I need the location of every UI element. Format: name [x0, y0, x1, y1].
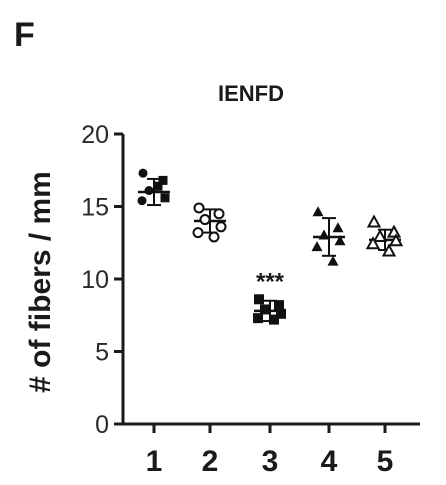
x-tick-label: 4: [321, 445, 338, 478]
data-point: [332, 222, 344, 233]
data-point: [158, 175, 168, 185]
data-point: [192, 227, 204, 239]
significance-annotation: ***: [256, 268, 285, 295]
data-point: [144, 186, 154, 196]
data-point: [208, 231, 220, 243]
x-tick-label: 3: [262, 445, 279, 478]
data-point: [365, 236, 381, 250]
data-point: [327, 255, 339, 266]
data-point: [160, 193, 170, 203]
data-point: [199, 214, 211, 226]
x-tick-label: 5: [377, 445, 394, 478]
x-tick-label: 2: [202, 445, 219, 478]
data-point: [318, 229, 330, 240]
x-tick-label: 1: [146, 445, 163, 478]
data-point: [138, 168, 148, 178]
data-point: [274, 300, 284, 311]
data-point: [276, 308, 286, 319]
y-tick-label: 0: [95, 411, 109, 439]
data-point: [311, 241, 323, 252]
y-tick-label: 10: [81, 266, 109, 294]
y-tick-label: 15: [81, 194, 109, 222]
data-point: [366, 214, 382, 228]
axes: 0 5 10 15 20 1 2 3 4 5: [81, 121, 420, 478]
data-point: [334, 235, 346, 246]
data-point: [388, 233, 404, 247]
chart-title: IENFD: [218, 81, 284, 106]
data-point: [372, 228, 388, 242]
data-point: [193, 202, 205, 214]
data-point: [254, 294, 264, 305]
data-point: [381, 243, 397, 257]
data-point: [386, 224, 402, 238]
y-axis-label: # of fibers / mm: [24, 171, 57, 393]
y-tick-label: 5: [95, 339, 109, 367]
panel-label: F: [14, 16, 35, 54]
data-point: [260, 304, 270, 315]
data-point: [215, 221, 227, 233]
data-point: [137, 196, 147, 206]
data-point: [153, 181, 163, 191]
data-marks: ***: [137, 168, 404, 325]
data-point: [253, 313, 263, 324]
data-point: [269, 314, 279, 325]
data-point: [213, 208, 225, 220]
y-tick-label: 20: [81, 121, 109, 149]
data-point: [312, 206, 324, 217]
